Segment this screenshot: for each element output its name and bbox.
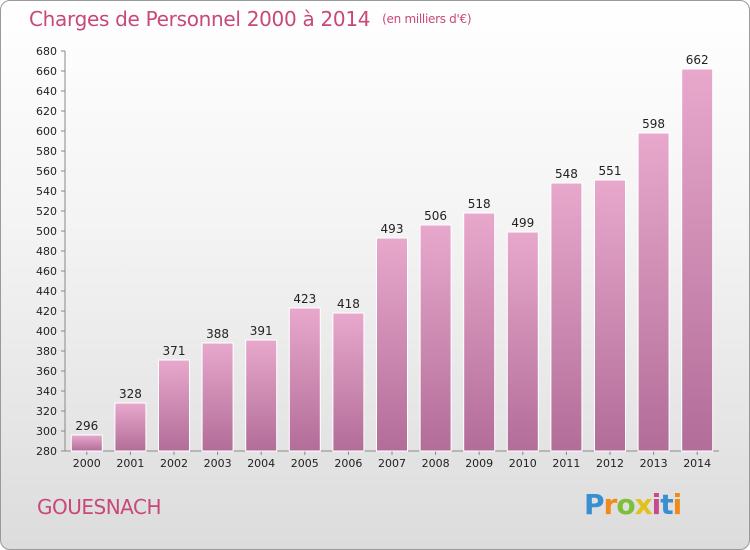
x-tick-label-2002: 2002 [160, 457, 188, 470]
x-tick-label-2001: 2001 [116, 457, 144, 470]
y-tick-label: 480 [36, 245, 57, 258]
bar-2004[interactable] [245, 339, 278, 452]
x-tick-label-2011: 2011 [552, 457, 580, 470]
data-label-2001: 328 [119, 387, 142, 401]
data-label-2004: 391 [250, 324, 273, 338]
y-tick-label: 460 [36, 265, 57, 278]
data-label-2008: 506 [424, 209, 447, 223]
bar-2012[interactable] [594, 179, 626, 452]
x-tick-label-2006: 2006 [334, 457, 362, 470]
bar-2002[interactable] [158, 359, 190, 452]
y-tick-label: 580 [36, 145, 57, 158]
bar-2013[interactable] [637, 132, 670, 452]
x-tick-label-2007: 2007 [378, 457, 406, 470]
y-tick-label: 640 [36, 85, 57, 98]
chart-title-text: Charges de Personnel 2000 à 2014 [29, 7, 371, 31]
bar-2006[interactable] [332, 312, 365, 452]
y-tick-label: 320 [36, 405, 57, 418]
x-tick-label-2010: 2010 [509, 457, 537, 470]
y-tick-label: 660 [36, 65, 57, 78]
y-tick-label: 400 [36, 325, 57, 338]
bar-2001[interactable] [114, 402, 147, 452]
bar-2014[interactable] [681, 68, 714, 452]
x-tick-label-2004: 2004 [247, 457, 275, 470]
bar-2000[interactable] [70, 434, 103, 452]
y-tick-label: 620 [36, 105, 57, 118]
data-label-2006: 418 [337, 297, 360, 311]
y-tick-label: 500 [36, 225, 57, 238]
x-tick-label-2012: 2012 [596, 457, 624, 470]
bar-2010[interactable] [506, 231, 539, 452]
data-label-2009: 518 [468, 197, 491, 211]
chart-title: Charges de Personnel 2000 à 2014 (en mill… [29, 7, 472, 31]
y-tick-label: 280 [36, 445, 57, 458]
logo-letter: P [584, 488, 605, 521]
bar-2005[interactable] [288, 307, 321, 452]
y-tick-label: 440 [36, 285, 57, 298]
y-tick-label: 340 [36, 385, 57, 398]
y-tick-label: 520 [36, 205, 57, 218]
bar-2011[interactable] [550, 182, 583, 452]
logo-letter: x [634, 488, 653, 521]
y-tick-label: 560 [36, 165, 57, 178]
y-tick-label: 300 [36, 425, 57, 438]
data-label-2013: 598 [642, 117, 665, 131]
bar-2003[interactable] [201, 342, 234, 452]
data-label-2010: 499 [511, 216, 534, 230]
x-tick-label-2009: 2009 [465, 457, 493, 470]
y-tick-label: 360 [36, 365, 57, 378]
chart-bars [70, 68, 714, 452]
y-tick-label: 680 [36, 45, 57, 58]
x-tick-label-2008: 2008 [422, 457, 450, 470]
logo-letter: i [651, 488, 662, 521]
proxiti-logo[interactable]: Proxiti [584, 488, 683, 521]
commune-name: GOUESNACH [37, 495, 162, 519]
data-label-2011: 548 [555, 167, 578, 181]
y-tick-label: 380 [36, 345, 57, 358]
bar-2008[interactable] [419, 224, 452, 452]
data-label-2005: 423 [293, 292, 316, 306]
data-label-2003: 388 [206, 327, 229, 341]
x-tick-label-2014: 2014 [683, 457, 711, 470]
y-tick-label: 600 [36, 125, 57, 138]
x-tick-label-2000: 2000 [73, 457, 101, 470]
chart-axes: 280 300 320 340 360 380 400 420 440 460 480 500 520 5… [36, 45, 719, 470]
logo-letter: t [660, 488, 673, 521]
logo-letter: i [672, 488, 683, 521]
x-tick-label-2013: 2013 [640, 457, 668, 470]
data-label-2000: 296 [75, 419, 98, 433]
y-tick-label: 540 [36, 185, 57, 198]
logo-letter: o [616, 488, 635, 521]
bar-2007[interactable] [376, 237, 408, 452]
data-label-2012: 551 [599, 164, 622, 178]
x-tick-label-2003: 2003 [204, 457, 232, 470]
bar-2009[interactable] [463, 212, 496, 452]
x-tick-label-2005: 2005 [291, 457, 319, 470]
data-label-2007: 493 [381, 222, 404, 236]
data-label-2014: 662 [686, 53, 709, 67]
chart-subtitle: (en milliers d'€) [382, 12, 472, 26]
chart-data-labels: 296 328 371 388 391 423 418 493 506 518 499 548 551 5… [75, 53, 708, 433]
y-tick-label: 420 [36, 305, 57, 318]
data-label-2002: 371 [163, 344, 186, 358]
logo-letter: r [603, 488, 618, 521]
